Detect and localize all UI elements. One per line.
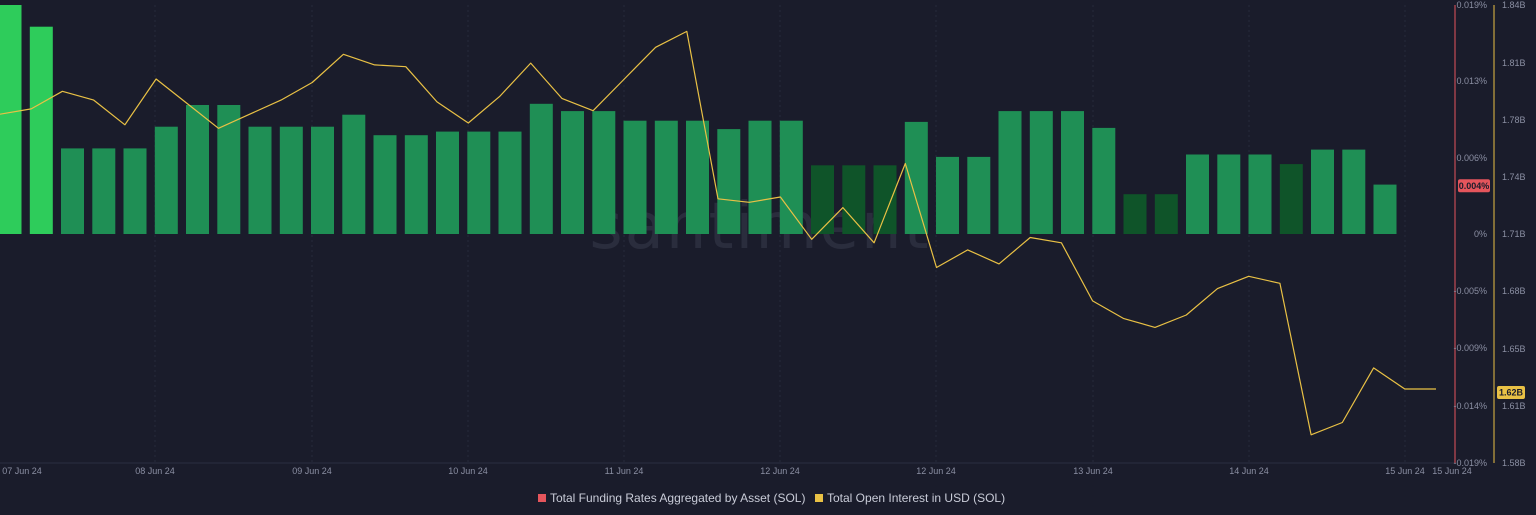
funding-rate-bar	[311, 126, 334, 234]
funding-rate-bar	[529, 103, 553, 234]
x-axis-tick-label: 11 Jun 24	[605, 466, 644, 476]
funding-rate-bar	[217, 105, 241, 234]
legend-label-open-interest[interactable]: Total Open Interest in USD (SOL)	[827, 491, 1005, 505]
open-interest-axis-tick-label: 1.58B	[1502, 458, 1526, 468]
funding-rate-bar	[873, 165, 897, 234]
funding-rate-bar	[748, 120, 772, 234]
funding-rate-bar	[436, 131, 459, 234]
funding-rate-bar	[0, 5, 22, 234]
x-axis-tick-label: 07 Jun 24	[2, 466, 42, 476]
funding-rate-bar	[342, 114, 366, 234]
funding-axis-tick-label: -0.014%	[1453, 401, 1487, 411]
open-interest-axis-tick-label: 1.81B	[1502, 58, 1526, 68]
x-axis-tick-label: 09 Jun 24	[292, 466, 332, 476]
funding-axis-tick-label: 0.006%	[1456, 153, 1487, 163]
funding-rate-bar	[561, 111, 584, 234]
funding-rate-bar	[842, 165, 866, 234]
open-interest-axis-tick-label: 1.74B	[1502, 172, 1526, 182]
funding-rate-bar	[998, 111, 1022, 234]
funding-rate-bar	[1311, 149, 1334, 234]
funding-rate-bar	[1123, 194, 1147, 234]
open-interest-axis-tick-label: 1.65B	[1502, 344, 1526, 354]
funding-rate-bar	[154, 126, 178, 234]
funding-axis-tick-label: -0.019%	[1453, 458, 1487, 468]
funding-rate-bar	[904, 121, 928, 234]
x-axis-tick-label: 10 Jun 24	[448, 466, 488, 476]
funding-rate-bar	[1092, 127, 1116, 234]
x-axis-tick-label: 08 Jun 24	[135, 466, 175, 476]
funding-rate-bar	[623, 120, 647, 234]
funding-rate-bar	[1154, 194, 1178, 234]
open-interest-axis-tick-label: 1.71B	[1502, 229, 1526, 239]
funding-rate-bar	[811, 165, 834, 234]
funding-rate-bar	[123, 148, 147, 234]
funding-rate-bar	[1029, 111, 1053, 234]
x-axis-tick-label: 13 Jun 24	[1073, 466, 1113, 476]
open-interest-axis-tick-label: 1.61B	[1502, 401, 1526, 411]
open-interest-current-label: 1.62B	[1499, 388, 1524, 398]
legend: Total Funding Rates Aggregated by Asset …	[538, 491, 1005, 505]
open-interest-current-badge: 1.62B	[1497, 386, 1525, 399]
funding-rate-bar	[1279, 164, 1303, 234]
funding-rate-bar	[936, 156, 959, 234]
legend-swatch-funding	[538, 494, 546, 502]
funding-rate-bar	[248, 126, 272, 234]
funding-rate-bar	[1373, 184, 1397, 234]
open-interest-axis: 1.84B 1.81B 1.78B 1.74B 1.71B 1.68B 1.65B 1.61B…	[1502, 0, 1526, 468]
legend-label-funding[interactable]: Total Funding Rates Aggregated by Asset …	[550, 491, 805, 505]
x-axis-tick-label: 15 Jun 24	[1432, 466, 1472, 476]
funding-rate-bars	[0, 5, 1397, 235]
funding-rate-bar	[654, 120, 678, 234]
funding-current-label: 0.004%	[1459, 181, 1490, 191]
funding-current-badge: 0.004%	[1458, 179, 1490, 193]
funding-rate-bar	[404, 135, 428, 234]
x-axis: 07 Jun 24 08 Jun 24 09 Jun 24 10 Jun 24 11 J…	[2, 466, 1472, 476]
funding-rate-axis: 0.019% 0.013% 0.006% 0% -0.005% -0.009% -0.014…	[1453, 0, 1487, 468]
funding-rate-bar	[186, 105, 209, 234]
open-interest-axis-tick-label: 1.84B	[1502, 0, 1526, 10]
legend-swatch-open-interest	[815, 494, 823, 502]
open-interest-axis-tick-label: 1.68B	[1502, 286, 1526, 296]
funding-rate-bar	[686, 120, 709, 234]
x-axis-tick-label: 12 Jun 24	[760, 466, 800, 476]
funding-rate-bar	[92, 148, 116, 234]
x-axis-tick-label: 12 Jun 24	[916, 466, 956, 476]
funding-axis-tick-label: 0.019%	[1456, 0, 1487, 10]
funding-rate-bar	[717, 129, 741, 234]
open-interest-series-line	[0, 30, 1436, 436]
funding-rate-bar	[1217, 154, 1241, 234]
funding-rate-bar	[1061, 111, 1084, 234]
funding-rate-bar	[1186, 154, 1209, 234]
funding-rate-bar	[498, 131, 522, 234]
funding-rate-bar	[1342, 149, 1366, 234]
open-interest-line	[0, 30, 1436, 436]
x-axis-tick-label: 14 Jun 24	[1229, 466, 1269, 476]
funding-rate-bar	[373, 135, 397, 234]
funding-rate-bar	[1248, 154, 1272, 234]
funding-rate-bar	[779, 120, 803, 234]
funding-axis-tick-label: -0.009%	[1453, 343, 1487, 353]
open-interest-axis-tick-label: 1.78B	[1502, 115, 1526, 125]
funding-rate-bar	[279, 126, 303, 234]
funding-rate-bar	[967, 156, 991, 234]
funding-axis-tick-label: 0.013%	[1456, 76, 1487, 86]
funding-axis-tick-label: 0%	[1474, 229, 1487, 239]
funding-rate-bar	[61, 148, 84, 234]
funding-rate-bar	[29, 26, 53, 235]
x-axis-tick-label: 15 Jun 24	[1385, 466, 1425, 476]
funding-rate-bar	[592, 111, 616, 234]
funding-rate-bar	[467, 131, 491, 234]
funding-axis-tick-label: -0.005%	[1453, 286, 1487, 296]
